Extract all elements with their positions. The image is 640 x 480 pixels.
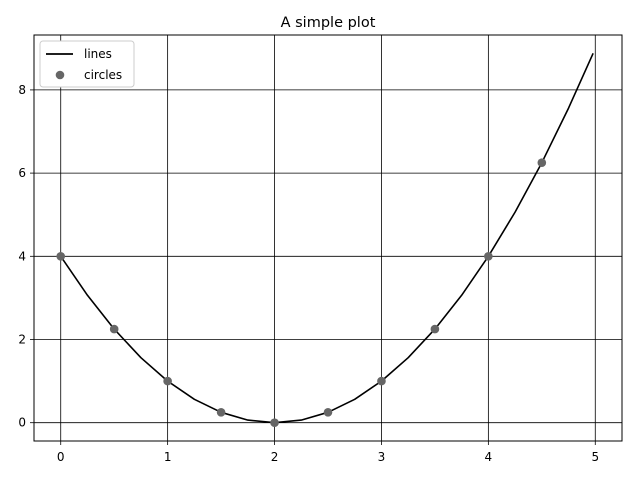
x-tick-label: 2 <box>271 450 279 464</box>
data-point-circle <box>216 407 226 417</box>
x-tick-label: 0 <box>57 450 65 464</box>
legend-label-lines: lines <box>84 47 112 61</box>
y-tick-label: 0 <box>18 416 26 430</box>
x-tick-label: 4 <box>485 450 493 464</box>
grid <box>34 35 622 441</box>
chart-title: A simple plot <box>281 15 376 31</box>
x-axis: 0 1 2 3 4 5 <box>57 441 599 464</box>
data-point-circle <box>537 158 547 168</box>
data-point-circle <box>56 252 66 261</box>
data-point-circle <box>270 418 279 427</box>
data-point-circle <box>163 376 172 386</box>
x-tick-label: 3 <box>378 450 386 464</box>
legend: lines circles <box>39 40 135 88</box>
y-tick-label: 8 <box>18 83 26 97</box>
x-tick-label: 1 <box>164 450 172 464</box>
series-layer <box>56 52 594 427</box>
legend-label-circles: circles <box>84 68 122 82</box>
legend-marker-swatch <box>55 70 65 80</box>
data-point-circle <box>109 324 119 334</box>
data-point-circle <box>430 324 440 334</box>
data-point-circle <box>484 252 493 261</box>
data-point-circle <box>323 407 333 417</box>
plot-area <box>34 35 622 441</box>
y-tick-label: 4 <box>18 249 26 263</box>
y-tick-label: 6 <box>18 166 26 180</box>
y-axis: 0 2 4 6 8 <box>18 83 34 430</box>
x-tick-label: 5 <box>591 450 599 464</box>
y-tick-label: 2 <box>18 333 26 347</box>
plot-frame <box>33 34 623 442</box>
data-point-circle <box>377 376 386 386</box>
